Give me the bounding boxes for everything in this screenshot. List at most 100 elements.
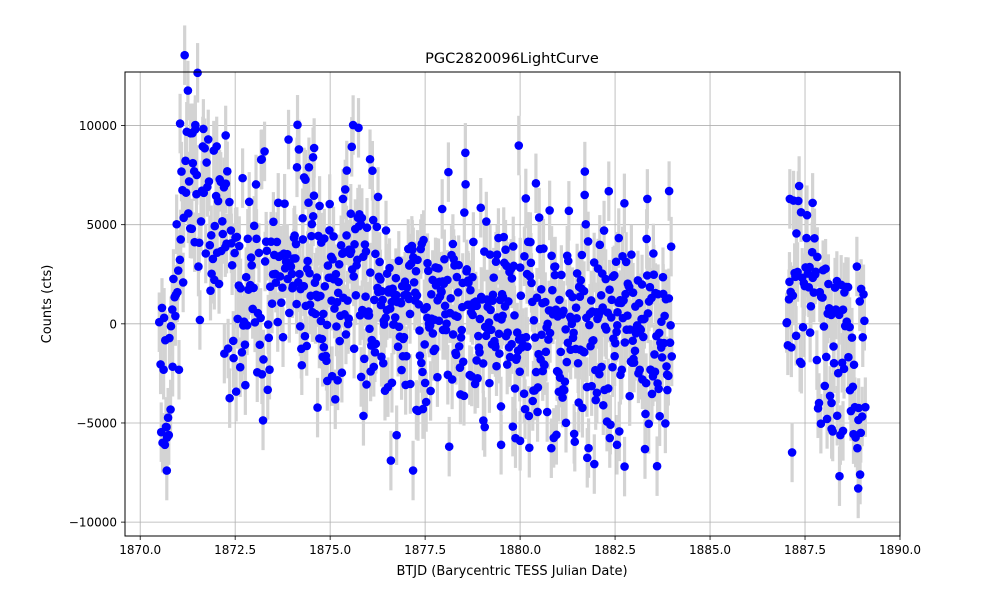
data-point bbox=[311, 309, 320, 319]
data-point bbox=[453, 288, 463, 297]
data-point bbox=[819, 322, 829, 331]
data-point bbox=[598, 400, 608, 410]
data-point bbox=[609, 271, 619, 280]
data-point bbox=[199, 124, 208, 134]
data-point bbox=[620, 462, 629, 471]
data-point bbox=[580, 190, 589, 200]
data-point bbox=[259, 355, 268, 364]
data-point bbox=[307, 219, 317, 229]
data-point bbox=[567, 319, 577, 329]
data-point bbox=[583, 237, 593, 246]
data-point bbox=[550, 262, 560, 271]
data-point bbox=[340, 185, 350, 194]
data-point bbox=[409, 278, 419, 287]
data-point bbox=[206, 230, 216, 240]
data-point bbox=[821, 264, 830, 274]
x-tick-label: 1872.5 bbox=[214, 543, 256, 557]
data-point bbox=[308, 152, 318, 162]
data-point bbox=[620, 338, 630, 347]
data-point bbox=[461, 179, 470, 189]
data-point bbox=[397, 365, 406, 375]
data-point bbox=[488, 290, 498, 300]
data-point bbox=[572, 313, 582, 323]
data-point bbox=[178, 278, 188, 287]
data-point bbox=[597, 362, 606, 372]
data-point bbox=[257, 154, 267, 164]
data-point bbox=[856, 428, 866, 438]
data-point bbox=[176, 235, 186, 244]
data-point bbox=[560, 377, 570, 386]
data-point bbox=[641, 378, 651, 388]
data-point bbox=[320, 234, 329, 243]
data-point bbox=[162, 422, 171, 432]
data-point bbox=[811, 267, 820, 277]
data-point bbox=[509, 261, 519, 271]
data-point bbox=[861, 402, 870, 412]
data-point bbox=[627, 250, 636, 259]
data-point bbox=[816, 419, 826, 428]
data-point bbox=[523, 342, 532, 351]
data-point bbox=[304, 198, 313, 207]
data-point bbox=[492, 250, 502, 259]
data-point bbox=[855, 297, 865, 306]
x-tick-label: 1887.5 bbox=[784, 543, 826, 557]
data-point bbox=[356, 372, 366, 382]
data-point bbox=[612, 440, 622, 450]
data-point bbox=[650, 350, 659, 359]
data-point bbox=[625, 391, 634, 401]
data-point bbox=[225, 393, 234, 403]
data-point bbox=[334, 277, 343, 287]
data-point bbox=[278, 332, 288, 342]
data-point bbox=[634, 298, 644, 308]
data-point bbox=[344, 314, 353, 323]
data-point bbox=[415, 326, 424, 335]
data-point bbox=[599, 226, 609, 235]
data-point bbox=[587, 381, 596, 391]
data-point bbox=[638, 332, 648, 342]
data-point bbox=[521, 332, 531, 342]
data-point bbox=[485, 250, 495, 259]
data-point bbox=[644, 419, 654, 429]
data-point bbox=[262, 246, 272, 256]
data-point bbox=[825, 391, 835, 401]
data-point bbox=[370, 347, 380, 357]
data-point bbox=[390, 313, 400, 322]
data-point bbox=[451, 350, 461, 360]
data-point bbox=[295, 322, 305, 331]
data-point bbox=[309, 191, 319, 201]
data-point bbox=[595, 369, 604, 379]
data-point bbox=[166, 321, 176, 331]
data-point bbox=[263, 385, 273, 395]
data-point bbox=[660, 311, 669, 321]
data-point bbox=[330, 395, 340, 404]
data-point bbox=[788, 291, 798, 300]
data-point bbox=[285, 308, 294, 318]
data-point bbox=[371, 249, 380, 259]
data-point bbox=[214, 279, 224, 289]
data-point bbox=[213, 196, 223, 206]
data-point bbox=[240, 340, 250, 349]
data-point bbox=[562, 357, 572, 367]
data-point bbox=[475, 348, 484, 357]
data-point bbox=[859, 290, 868, 299]
data-point bbox=[667, 352, 677, 361]
data-point bbox=[663, 385, 672, 395]
data-point bbox=[456, 333, 466, 342]
data-point bbox=[233, 314, 242, 324]
data-point bbox=[570, 437, 580, 447]
data-point bbox=[519, 389, 529, 399]
data-point bbox=[243, 234, 253, 244]
data-point bbox=[640, 444, 650, 454]
data-point bbox=[621, 257, 631, 267]
data-point bbox=[188, 158, 198, 168]
data-point bbox=[237, 348, 247, 357]
data-point bbox=[200, 143, 210, 153]
data-point bbox=[539, 244, 548, 253]
data-point bbox=[334, 260, 344, 269]
data-point bbox=[544, 335, 553, 344]
data-point bbox=[346, 246, 356, 256]
data-point bbox=[205, 240, 215, 250]
data-point bbox=[423, 266, 433, 276]
data-point bbox=[349, 344, 359, 353]
